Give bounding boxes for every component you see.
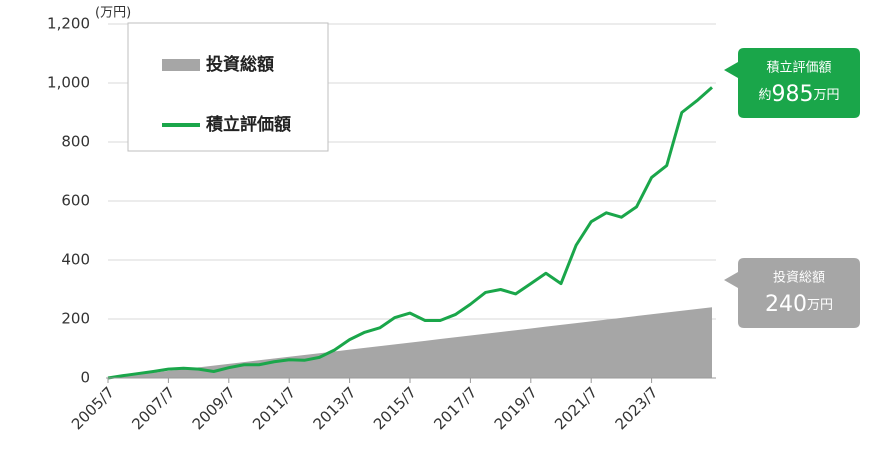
- x-tick-label: 2015/7: [370, 383, 420, 433]
- area: [108, 307, 712, 378]
- y-tick-label: 800: [61, 133, 90, 151]
- y-tick-label: 600: [61, 192, 90, 210]
- x-tick-label: 2007/7: [128, 383, 178, 433]
- x-tick-label: 2011/7: [249, 383, 299, 433]
- y-tick-label: 200: [61, 310, 90, 328]
- x-tick-label: 2017/7: [430, 383, 480, 433]
- callout-number: 240: [765, 292, 807, 317]
- callout-box: [724, 48, 860, 118]
- x-tick-label: 2005/7: [68, 383, 118, 433]
- unit-label: (万円): [95, 6, 131, 21]
- y-tick-label: 0: [80, 369, 90, 387]
- x-tick-label: 2021/7: [551, 383, 601, 433]
- legend-label: 積立評価額: [206, 114, 291, 135]
- callout-unit: 万円: [807, 298, 833, 313]
- x-tick-label: 2023/7: [612, 383, 662, 433]
- callout-prefix: 約: [758, 88, 771, 103]
- line: [107, 86, 713, 380]
- callout-box: [724, 258, 860, 328]
- callout-title: 投資総額: [773, 270, 825, 286]
- callout-unit: 万円: [814, 88, 840, 103]
- callout-number: 985: [772, 82, 814, 107]
- callout-value: 約985万円: [758, 82, 839, 107]
- legend-label: 投資総額: [206, 54, 274, 75]
- y-tick-label: 1,000: [47, 74, 90, 92]
- x-tick-label: 2013/7: [310, 383, 360, 433]
- legend-box: [127, 22, 329, 152]
- x-tick-label: 2019/7: [491, 383, 541, 433]
- x-tick-label: 2009/7: [189, 383, 239, 433]
- y-tick-label: 1,200: [47, 15, 90, 33]
- legend-swatch: [162, 59, 200, 71]
- callout-title: 積立評価額: [766, 61, 831, 76]
- callout-value: 240万円: [765, 292, 833, 317]
- y-tick-label: 400: [61, 251, 90, 269]
